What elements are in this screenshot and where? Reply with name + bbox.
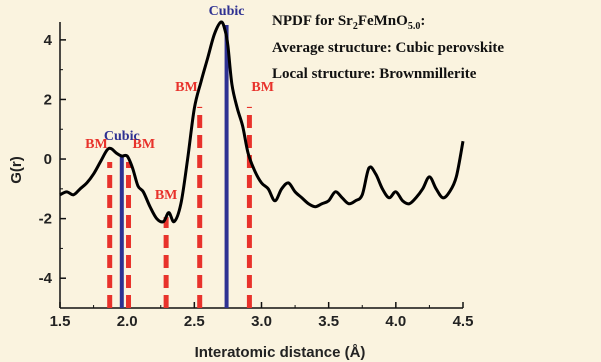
bm-label: BM [133, 137, 156, 152]
bm-label: BM [155, 188, 178, 203]
bm-label: BM [85, 137, 108, 152]
series-layer [59, 20, 465, 224]
annotation-line-1: NPDF for Sr2FeMnO5.0: [272, 13, 425, 32]
annotation-line-3: Local structure: Brownmillerite [272, 66, 477, 82]
x-tick-label: 2.0 [117, 313, 138, 330]
y-tick-label: 4 [44, 32, 53, 49]
x-tick-label: 2.5 [184, 313, 205, 330]
cubic-label: Cubic [209, 4, 245, 19]
annotation-line-2: Average structure: Cubic perovskite [272, 40, 504, 56]
y-axis-title: G(r) [8, 156, 25, 184]
gr-series-line [59, 20, 465, 224]
y-tick-label: -4 [39, 270, 53, 287]
y-tick-label: 0 [44, 151, 52, 168]
cubic-label: Cubic [104, 129, 140, 144]
y-tick-label: -2 [39, 211, 52, 228]
x-tick-label: 1.5 [50, 313, 71, 330]
x-tick-label: 4.5 [453, 313, 474, 330]
bm-label: BM [251, 80, 274, 95]
bm-label: BM [175, 80, 198, 95]
x-axis-title: Interatomic distance (Å) [195, 344, 366, 361]
y-tick-label: 2 [44, 91, 52, 108]
x-tick-label: 3.5 [318, 313, 339, 330]
x-tick-label: 3.0 [251, 313, 272, 330]
x-tick-label: 4.0 [385, 313, 406, 330]
structure-markers [107, 24, 252, 308]
